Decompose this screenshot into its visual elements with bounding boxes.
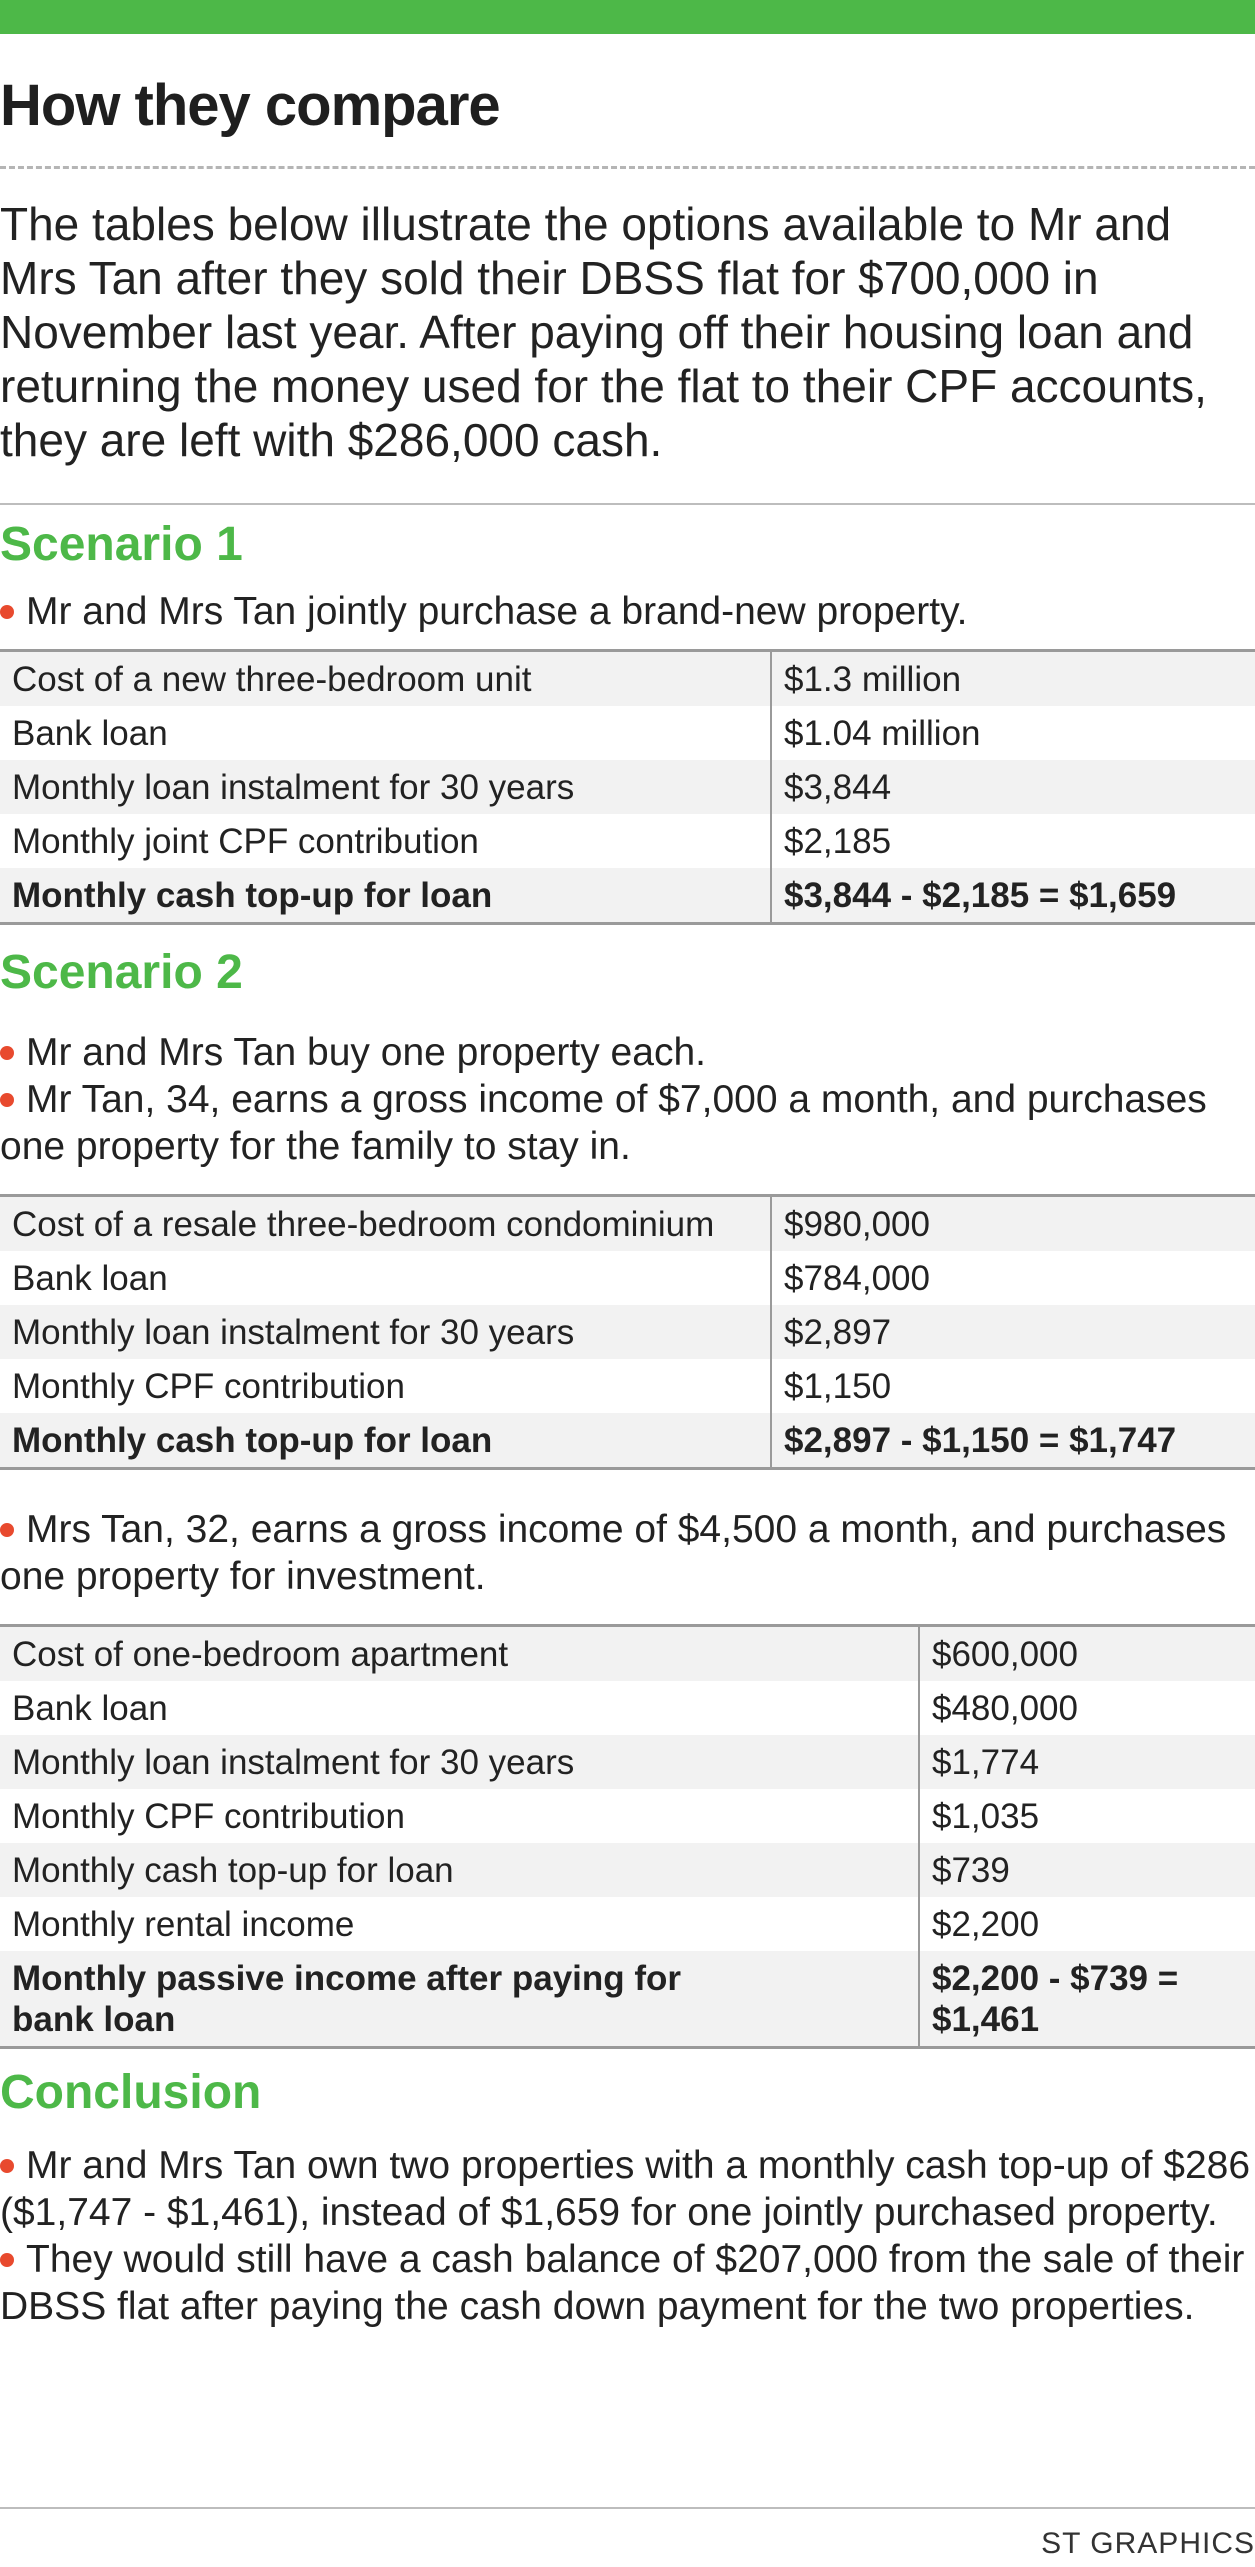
row-label: Monthly cash top-up for loan [0, 867, 772, 924]
row-value: $2,897 [771, 1305, 1255, 1360]
row-label: Monthly passive income after paying for … [0, 1951, 920, 2048]
bullet-dot-icon [0, 1093, 14, 1108]
bullet-dot-icon [0, 604, 14, 619]
conclusion-heading: Conclusion [0, 2066, 262, 2120]
page-title: How they compare [0, 73, 501, 138]
table-row-total: Monthly passive income after paying for … [0, 1951, 1255, 2048]
table-row: Monthly loan instalment for 30 years $1,… [0, 1735, 1255, 1790]
table-row: Cost of a new three-bedroom unit $1.3 mi… [0, 650, 1255, 706]
row-value: $1.04 million [771, 705, 1255, 760]
top-accent-bar [0, 0, 1255, 34]
table-row: Monthly CPF contribution $1,035 [0, 1789, 1255, 1844]
scenario1-bullets: Mr and Mrs Tan jointly purchase a brand-… [0, 588, 1255, 635]
row-value: $980,000 [771, 1195, 1255, 1252]
table-row: Monthly cash top-up for loan $739 [0, 1843, 1255, 1898]
scenario2-bullets-b: Mrs Tan, 32, earns a gross income of $4,… [0, 1506, 1255, 1600]
dashed-divider [0, 165, 1255, 169]
list-item: Mrs Tan, 32, earns a gross income of $4,… [0, 1506, 1255, 1600]
bullet-text: Mr and Mrs Tan jointly purchase a brand-… [26, 589, 968, 633]
scenario2-table-mr-tan: Cost of a resale three-bedroom condomini… [0, 1194, 1255, 1471]
row-value: $1,150 [771, 1359, 1255, 1414]
row-value: $480,000 [919, 1681, 1255, 1736]
row-value: $1.3 million [771, 650, 1255, 706]
row-value: $739 [919, 1843, 1255, 1898]
list-item: They would still have a cash balance of … [0, 2236, 1255, 2330]
bullet-dot-icon [0, 1523, 14, 1538]
graphics-credit: ST GRAPHICS [1041, 2527, 1255, 2560]
table-row: Cost of a resale three-bedroom condomini… [0, 1195, 1255, 1252]
table-row-total: Monthly cash top-up for loan $2,897 - $1… [0, 1413, 1255, 1469]
bullet-text: Mr and Mrs Tan buy one property each. [26, 1031, 706, 1075]
table-row: Monthly loan instalment for 30 years $2,… [0, 1305, 1255, 1360]
scenario1-heading: Scenario 1 [0, 517, 243, 571]
scenario2-table-mrs-tan: Cost of one-bedroom apartment $600,000 B… [0, 1624, 1255, 2050]
row-label: Bank loan [0, 1251, 772, 1306]
list-item: Mr and Mrs Tan jointly purchase a brand-… [0, 588, 1255, 635]
table-row: Bank loan $480,000 [0, 1681, 1255, 1736]
row-label: Monthly cash top-up for loan [0, 1413, 772, 1469]
bullet-dot-icon [0, 2159, 14, 2174]
list-item: Mr Tan, 34, earns a gross income of $7,0… [0, 1076, 1255, 1170]
row-value: $1,035 [919, 1789, 1255, 1844]
row-value: $784,000 [771, 1251, 1255, 1306]
intro-paragraph: The tables below illustrate the options … [0, 197, 1207, 466]
section-divider [0, 502, 1255, 505]
row-label: Monthly loan instalment for 30 years [0, 1735, 920, 1790]
table-row: Monthly CPF contribution $1,150 [0, 1359, 1255, 1414]
table-row: Monthly joint CPF contribution $2,185 [0, 813, 1255, 868]
row-value: $600,000 [919, 1625, 1255, 1682]
table-row: Cost of one-bedroom apartment $600,000 [0, 1625, 1255, 1682]
row-value: $3,844 - $2,185 = $1,659 [771, 867, 1255, 924]
table-row: Monthly loan instalment for 30 years $3,… [0, 759, 1255, 814]
scenario2-heading: Scenario 2 [0, 945, 243, 999]
row-label: Bank loan [0, 705, 772, 760]
table-row: Monthly rental income $2,200 [0, 1897, 1255, 1952]
row-value: $1,774 [919, 1735, 1255, 1790]
table-row-total: Monthly cash top-up for loan $3,844 - $2… [0, 867, 1255, 924]
bullet-text: They would still have a cash balance of … [0, 2238, 1245, 2329]
bullet-text: Mrs Tan, 32, earns a gross income of $4,… [0, 1508, 1227, 1599]
row-label: Monthly CPF contribution [0, 1789, 920, 1844]
row-label: Monthly joint CPF contribution [0, 813, 772, 868]
bullet-dot-icon [0, 1046, 14, 1061]
conclusion-bullets: Mr and Mrs Tan own two properties with a… [0, 2142, 1255, 2330]
row-value: $2,897 - $1,150 = $1,747 [771, 1413, 1255, 1469]
row-value: $3,844 [771, 759, 1255, 814]
row-label: Monthly cash top-up for loan [0, 1843, 920, 1898]
row-value: $2,185 [771, 813, 1255, 868]
row-label: Bank loan [0, 1681, 920, 1736]
table-row: Bank loan $1.04 million [0, 705, 1255, 760]
row-label: Monthly rental income [0, 1897, 920, 1952]
scenario1-table: Cost of a new three-bedroom unit $1.3 mi… [0, 648, 1255, 925]
row-label: Monthly loan instalment for 30 years [0, 1305, 772, 1360]
bullet-text: Mr Tan, 34, earns a gross income of $7,0… [0, 1078, 1207, 1169]
row-label: Cost of a new three-bedroom unit [0, 650, 772, 706]
row-label: Cost of one-bedroom apartment [0, 1625, 920, 1682]
footer-divider [0, 2507, 1255, 2509]
list-item: Mr and Mrs Tan own two properties with a… [0, 2142, 1255, 2236]
scenario2-bullets-a: Mr and Mrs Tan buy one property each. Mr… [0, 1029, 1255, 1170]
bullet-text: Mr and Mrs Tan own two properties with a… [0, 2144, 1251, 2235]
bullet-dot-icon [0, 2253, 14, 2268]
row-value: $2,200 [919, 1897, 1255, 1952]
row-label: Cost of a resale three-bedroom condomini… [0, 1195, 772, 1252]
list-item: Mr and Mrs Tan buy one property each. [0, 1029, 1255, 1076]
row-value: $2,200 - $739 = $1,461 [919, 1951, 1255, 2048]
row-label: Monthly loan instalment for 30 years [0, 759, 772, 814]
table-row: Bank loan $784,000 [0, 1251, 1255, 1306]
row-label: Monthly CPF contribution [0, 1359, 772, 1414]
